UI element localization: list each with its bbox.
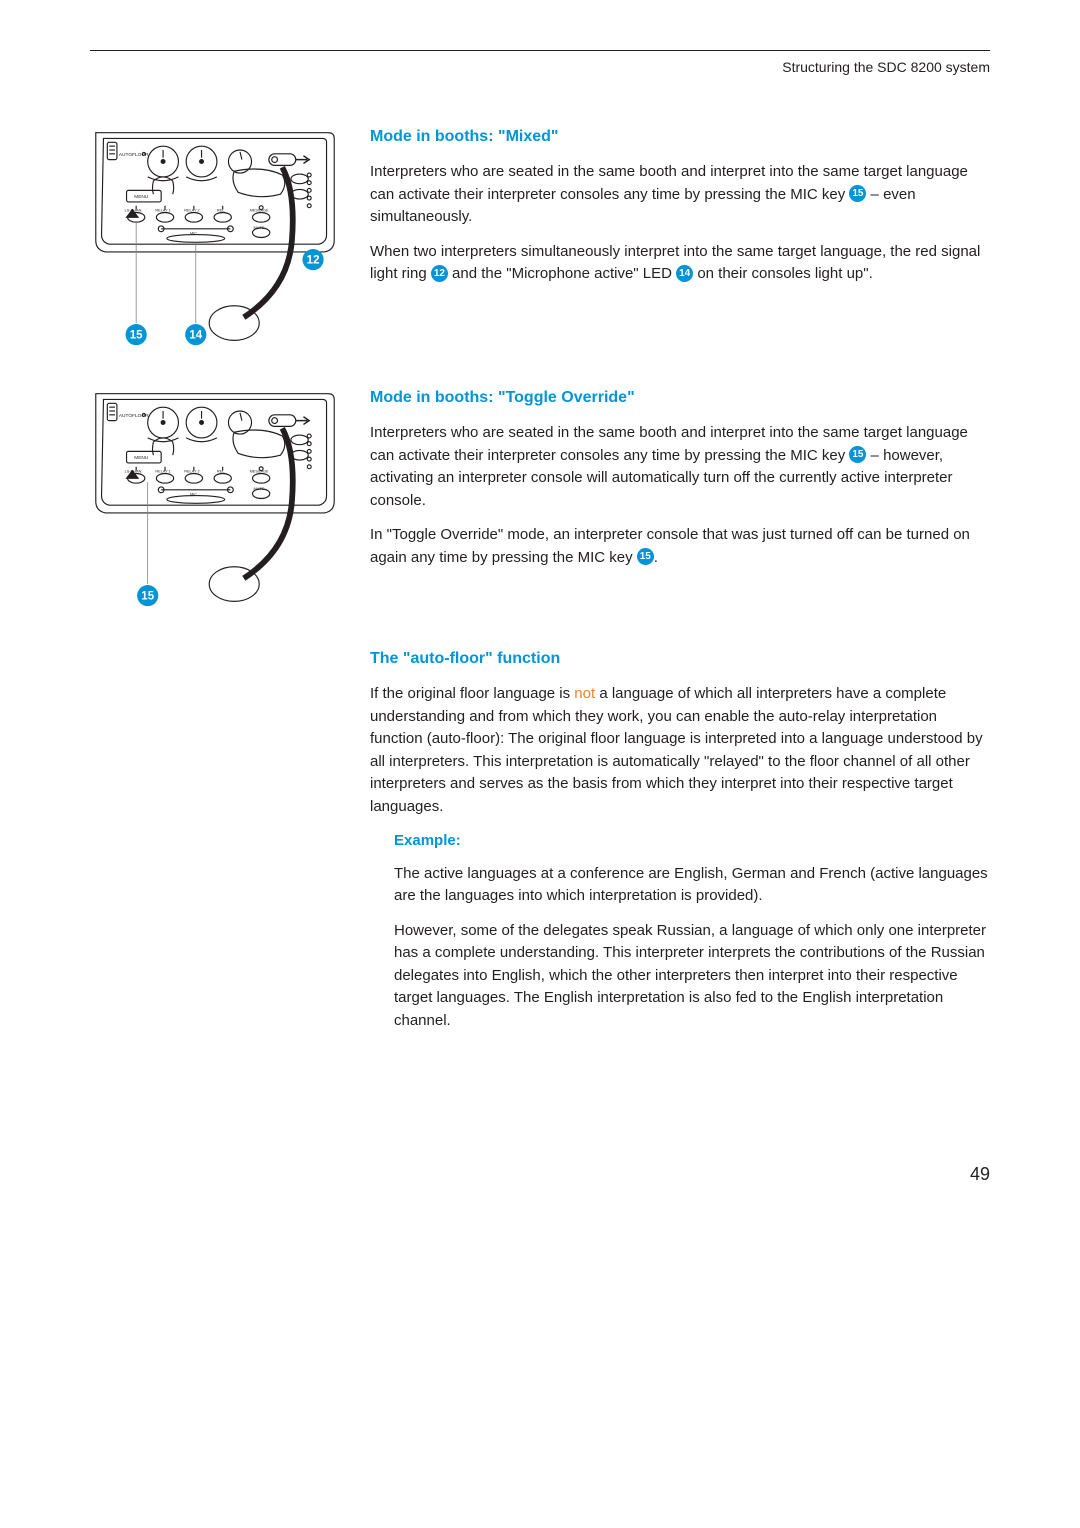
example-para-1: The active languages at a conference are… <box>394 863 990 908</box>
heading-mixed: Mode in booths: "Mixed" <box>370 125 990 149</box>
callout-14: 14 <box>189 329 202 341</box>
section-autofloor: The "auto-floor" function If the origina… <box>90 647 990 1044</box>
label-message: MESSAGE <box>250 470 269 474</box>
label-mute: MUTE <box>253 226 264 230</box>
ref-15-icon: 15 <box>849 185 866 202</box>
page-number: 49 <box>90 1164 990 1185</box>
ref-14-icon: 14 <box>676 265 693 282</box>
para-toggle-1: Interpreters who are seated in the same … <box>370 422 990 512</box>
label-mic: MIC <box>190 493 197 497</box>
label-message: MESSAGE <box>250 209 269 213</box>
label-rel: REL. <box>217 209 226 213</box>
label-mic: MIC <box>190 232 197 236</box>
text-not: not <box>574 685 595 702</box>
label-relay2: RELAY 2 <box>184 209 199 213</box>
example-label: Example: <box>394 830 990 853</box>
header-breadcrumb: Structuring the SDC 8200 system <box>90 59 990 75</box>
header-rule <box>90 50 990 51</box>
example-block: Example: The active languages at a confe… <box>370 830 990 1032</box>
para-mixed-2: When two interpreters simultaneously int… <box>370 241 990 286</box>
para-autofloor: If the original floor language is not a … <box>370 683 990 818</box>
section-mixed: AUTOFLOOR MENU LS-CHAN. RELAY 1 RELAY 2 … <box>90 125 990 351</box>
label-relay1: RELAY 1 <box>155 209 170 213</box>
example-para-2: However, some of the delegates speak Rus… <box>394 920 990 1033</box>
ref-12-icon: 12 <box>431 265 448 282</box>
label-rel: REL. <box>217 470 226 474</box>
callout-15: 15 <box>141 591 154 603</box>
label-lschan: LS-CHAN. <box>125 209 143 213</box>
label-mute: MUTE <box>253 487 264 491</box>
heading-toggle: Mode in booths: "Toggle Override" <box>370 386 990 410</box>
diagram-mixed: AUTOFLOOR MENU LS-CHAN. RELAY 1 RELAY 2 … <box>90 125 370 351</box>
heading-autofloor: The "auto-floor" function <box>370 647 990 671</box>
ref-15-icon: 15 <box>637 548 654 565</box>
ref-15-icon: 15 <box>849 446 866 463</box>
diagram-toggle: AUTOFLOOR MENU LS-CHAN. RELAY 1 RELAY 2 … <box>90 386 370 612</box>
callout-12: 12 <box>307 254 320 266</box>
callout-15: 15 <box>130 329 143 341</box>
section-toggle: AUTOFLOOR MENU LS-CHAN. RELAY 1 RELAY 2 … <box>90 386 990 612</box>
label-relay1: RELAY 1 <box>155 470 170 474</box>
label-relay2: RELAY 2 <box>184 470 199 474</box>
label-menu: MENU <box>134 455 149 461</box>
para-toggle-2: In "Toggle Override" mode, an interprete… <box>370 524 990 569</box>
label-lschan: LS-CHAN. <box>125 470 143 474</box>
para-mixed-1: Interpreters who are seated in the same … <box>370 161 990 229</box>
label-menu: MENU <box>134 194 149 200</box>
